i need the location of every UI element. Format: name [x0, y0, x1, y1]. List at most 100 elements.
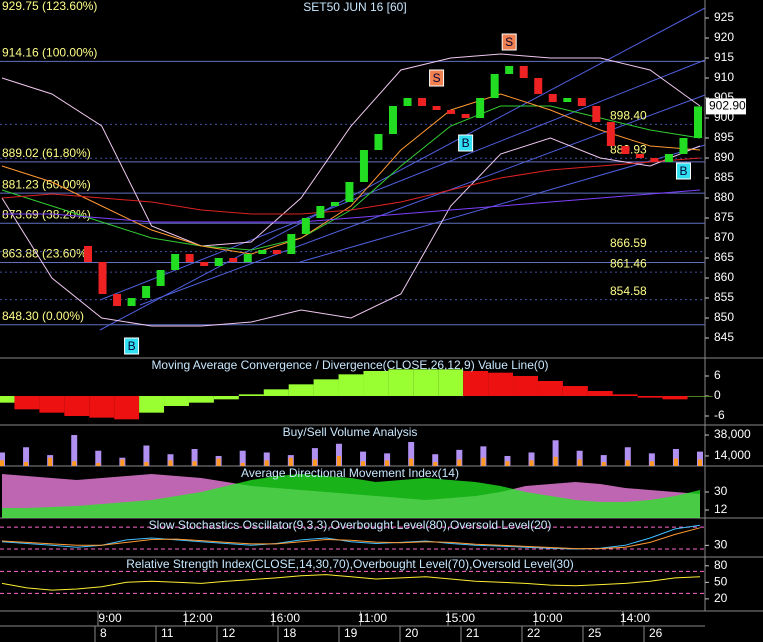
volume-bar: [288, 457, 293, 466]
signal-marker: [429, 69, 445, 87]
candle: [389, 106, 397, 134]
last-price-box: [706, 98, 746, 115]
macd-bar: [139, 396, 165, 413]
y-tick-label: 20: [714, 591, 728, 605]
y-tick-label: 860: [714, 270, 734, 284]
x-date-label: 18: [283, 626, 297, 640]
macd-bar: [413, 369, 439, 396]
adx-area: [2, 474, 700, 518]
price-level-label: 861.46: [610, 256, 647, 270]
volume-bar: [48, 457, 53, 466]
signal-label: S: [433, 71, 441, 85]
candle: [243, 254, 252, 262]
y-tick-label: 895: [714, 130, 734, 144]
volume-bar: [216, 458, 221, 466]
macd-bar: [238, 394, 264, 396]
x-date-label: 8: [100, 626, 107, 640]
signal-label: B: [128, 339, 136, 353]
macd-bar: [587, 391, 613, 396]
fib-label: 914.16 (100.00%): [2, 46, 97, 60]
x-date-label: 12: [222, 626, 236, 640]
fib-label: 929.75 (123.60%): [2, 0, 97, 13]
macd-bar: [313, 379, 339, 396]
price-level-label: 854.58: [610, 284, 647, 298]
candle: [142, 286, 151, 298]
candle: [650, 158, 659, 162]
macd-bar: [463, 371, 489, 396]
volume-bar: [480, 446, 487, 466]
candle: [127, 298, 136, 306]
candle: [461, 114, 470, 118]
fib-label: 863.88 (23.60%): [2, 247, 91, 261]
volume-bar: [361, 461, 366, 466]
y-tick-label: 885: [714, 170, 734, 184]
y-tick-label: -6: [714, 408, 725, 422]
y-tick-label: 870: [714, 230, 734, 244]
volume-bar: [120, 459, 125, 466]
chart-title: SET50 JUN 16 [60]: [303, 0, 406, 14]
candle: [621, 146, 630, 154]
volume-bar: [409, 458, 414, 466]
candle: [185, 254, 194, 262]
macd-bar: [488, 372, 514, 396]
volume-bar: [456, 449, 463, 466]
volume-bar: [432, 454, 439, 466]
candle: [113, 294, 122, 306]
signal-label: B: [462, 136, 470, 150]
candle: [258, 250, 267, 254]
macd-bar: [637, 396, 663, 398]
x-date-label: 26: [649, 626, 663, 640]
volume-bar: [0, 452, 5, 466]
volume-bar: [385, 460, 390, 466]
volume-bar: [552, 440, 559, 466]
macd-bar: [288, 384, 314, 396]
volume-bar: [192, 461, 197, 466]
x-date-label: 21: [466, 626, 480, 640]
candle: [447, 110, 456, 114]
fib-label: 889.02 (61.80%): [2, 146, 91, 160]
candle: [200, 262, 209, 266]
x-time-label: 11:00: [358, 611, 387, 625]
signal-label: B: [679, 164, 687, 178]
volume-bar: [649, 461, 654, 466]
volume-bar: [336, 455, 341, 466]
y-tick-label: 6: [714, 368, 721, 382]
y-tick-label: 915: [714, 50, 734, 64]
volume-bar: [167, 454, 174, 466]
last-price-label: 902.90: [709, 99, 746, 113]
indicator-line: [1, 527, 701, 550]
volume-bar: [529, 460, 534, 466]
x-time-label: 14:00: [620, 611, 650, 625]
macd-bar: [89, 396, 115, 418]
volume-bar: [360, 451, 367, 466]
candle: [330, 202, 339, 206]
volume-bar: [528, 452, 535, 466]
indicator-line: [1, 574, 701, 591]
x-time-label: 9:00: [98, 611, 122, 625]
candle: [476, 98, 485, 118]
x-date-label: 11: [161, 626, 174, 640]
volume-bar: [72, 461, 77, 466]
x-date-label: 25: [588, 626, 602, 640]
candle: [418, 98, 427, 106]
y-tick-label: 30: [714, 538, 728, 552]
volume-bar: [143, 445, 150, 466]
x-date-label: 22: [527, 626, 541, 640]
candle: [606, 122, 615, 146]
candle: [229, 258, 238, 262]
macd-bar: [438, 369, 464, 396]
candle: [403, 98, 412, 106]
panel-title: Slow Stochastics Oscillator(9,3,3),Overb…: [149, 518, 552, 532]
volume-bar: [168, 460, 173, 466]
overlay-line: [2, 189, 701, 223]
volume-bar: [335, 443, 342, 466]
y-tick-label: 80: [714, 558, 728, 572]
volume-bar: [481, 457, 486, 466]
x-time-label: 15:00: [445, 611, 475, 625]
volume-bar: [577, 459, 582, 466]
volume-bar: [576, 450, 583, 466]
y-tick-label: 875: [714, 210, 734, 224]
volume-bar: [384, 453, 391, 466]
y-tick-label: 38,000: [714, 427, 751, 441]
panel-title: Relative Strength Index(CLOSE,14,30,70),…: [126, 557, 574, 571]
